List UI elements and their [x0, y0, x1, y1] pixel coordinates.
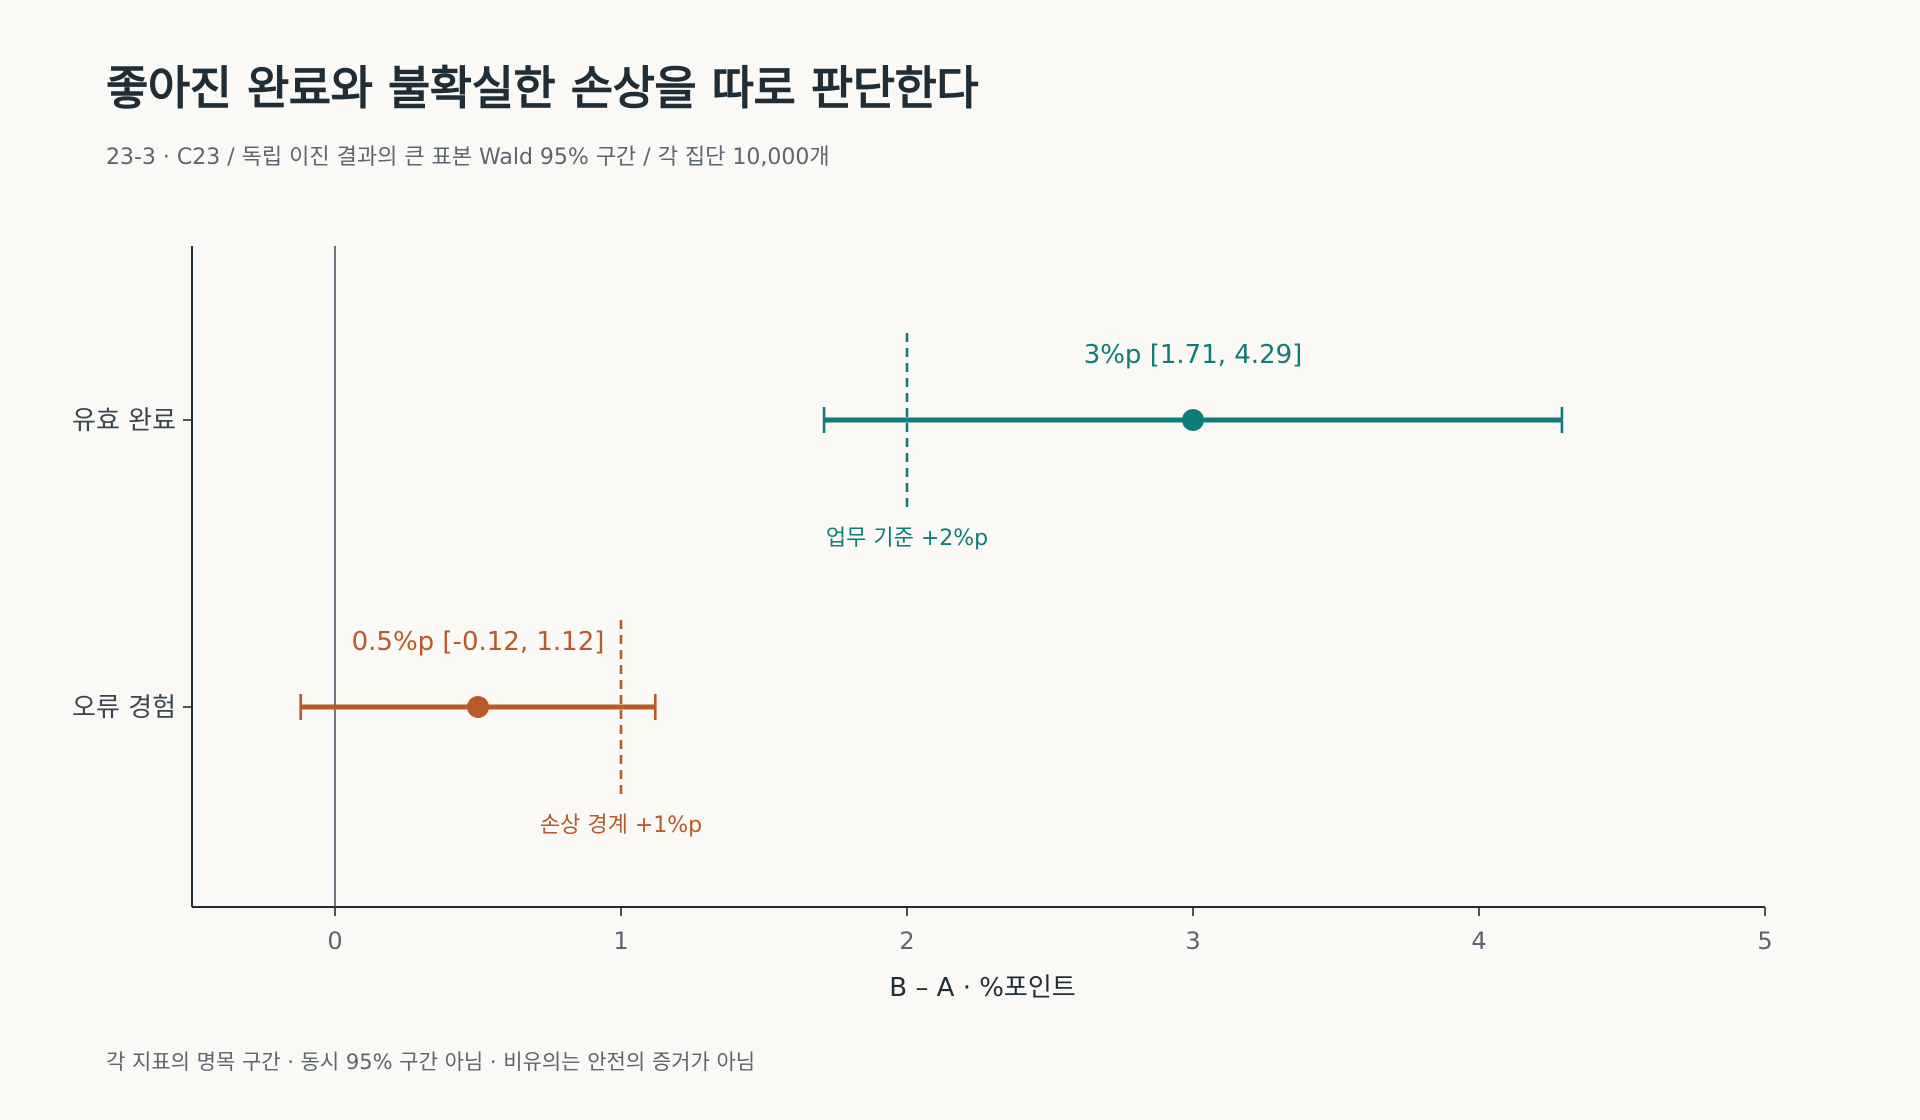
y-category-label: 오류 경험 [72, 693, 176, 723]
point-estimate [467, 696, 489, 718]
confidence-intervals [299, 407, 1564, 720]
footnote: 각 지표의 명목 구간 · 동시 95% 구간 아님 · 비유의는 안전의 증거… [106, 1050, 756, 1074]
y-category-label: 유효 완료 [72, 406, 176, 436]
chart-title: 좋아진 완료와 불확실한 손상을 따로 판단한다 [106, 61, 979, 115]
x-tick-label: 0 [327, 927, 342, 955]
threshold-label: 손상 경계 +1%p [540, 813, 702, 838]
x-tick-label: 1 [613, 927, 628, 955]
estimate-label: 3%p [1.71, 4.29] [1084, 340, 1303, 370]
estimate-label: 0.5%p [-0.12, 1.12] [352, 627, 605, 657]
point-estimate [1182, 409, 1204, 431]
x-axis-title: B – A · %포인트 [889, 973, 1075, 1003]
chart-subtitle: 23-3 · C23 / 독립 이진 결과의 큰 표본 Wald 95% 구간 … [106, 145, 830, 170]
threshold-lines: 업무 기준 +2%p 손상 경계 +1%p [540, 333, 988, 838]
x-tick-label: 5 [1757, 927, 1772, 955]
data-labels: 3%p [1.71, 4.29] 0.5%p [-0.12, 1.12] [352, 340, 1303, 657]
x-tick-label: 2 [899, 927, 914, 955]
x-tick-label: 3 [1185, 927, 1200, 955]
threshold-label: 업무 기준 +2%p [826, 526, 988, 551]
x-tick-label: 4 [1471, 927, 1486, 955]
